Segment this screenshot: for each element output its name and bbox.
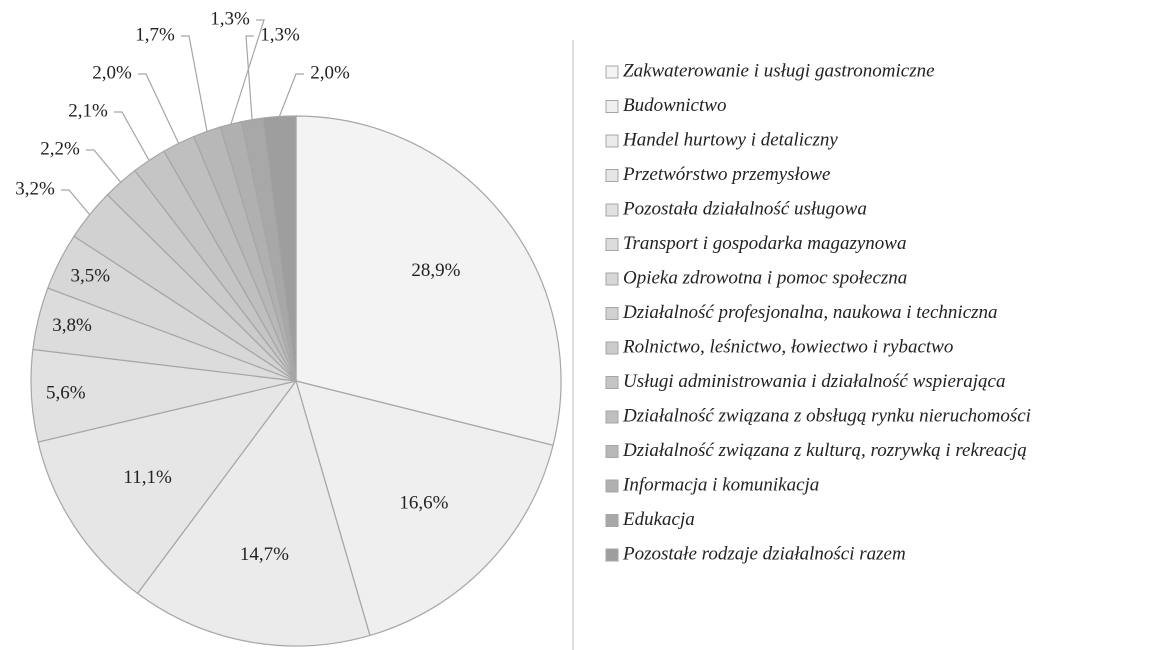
legend-label: Działalność związana z obsługą rynku nie… (622, 405, 1031, 426)
legend-label: Działalność profesjonalna, naukowa i tec… (622, 302, 998, 323)
legend-swatch (605, 410, 619, 424)
data-label: 16,6% (399, 493, 448, 514)
legend-swatch (605, 548, 619, 562)
legend-swatch (605, 65, 619, 79)
data-label: 14,7% (240, 544, 289, 565)
data-label: 11,1% (123, 467, 172, 488)
legend-swatch (605, 341, 619, 355)
pie-slice (37, 380, 298, 595)
pie-slice (136, 379, 371, 647)
legend-swatch (605, 238, 619, 251)
data-label: 1,3% (260, 24, 300, 45)
leader-line (278, 73, 304, 117)
legend-swatch (605, 203, 619, 217)
leader-line (245, 35, 254, 120)
data-label: 3,5% (70, 265, 110, 286)
legend-swatch (605, 514, 619, 527)
legend-swatch (605, 376, 619, 389)
legend-label: Zakwaterowanie i usługi gastronomiczne (623, 60, 935, 81)
legend-label: Rolnictwo, leśnictwo, łowiectwo i rybact… (622, 336, 953, 357)
leader-line (114, 111, 150, 161)
pie-slice (295, 380, 554, 637)
legend-label: Transport i gospodarka magazynowa (623, 233, 906, 254)
legend-swatch (605, 272, 619, 286)
data-label: 5,6% (46, 382, 86, 403)
pie-slice (295, 115, 562, 447)
data-label: 3,2% (15, 178, 55, 199)
legend-label: Usługi administrowania i działalność wsp… (623, 371, 1006, 392)
legend-swatch (605, 169, 619, 182)
legend-swatch (605, 307, 619, 320)
data-label: 1,3% (210, 8, 250, 29)
leader-line (230, 19, 265, 125)
legend-label: Budownictwo (623, 95, 726, 116)
data-label: 2,1% (68, 100, 108, 121)
data-label: 3,8% (52, 315, 92, 336)
data-label: 1,7% (135, 24, 175, 45)
pie-slice (262, 115, 297, 382)
legend-swatch (605, 100, 619, 113)
legend-swatch (605, 445, 619, 458)
legend-label: Edukacja (622, 509, 695, 530)
legend-swatch (605, 134, 619, 148)
legend-label: Handel hurtowy i detaliczny (622, 129, 838, 150)
data-label: 2,2% (40, 138, 80, 159)
data-label: 2,0% (310, 62, 350, 83)
legend-label: Pozostałe rodzaje działalności razem (622, 543, 906, 564)
legend-label: Działalność związana z kulturą, rozrywką… (622, 440, 1027, 461)
data-label: 2,0% (92, 62, 132, 83)
data-label: 28,9% (411, 260, 460, 281)
legend-swatch (605, 479, 619, 493)
leader-line (86, 149, 122, 183)
legend-label: Przetwórstwo przemysłowe (622, 164, 830, 185)
legend-label: Opieka zdrowotna i pomoc społeczna (623, 267, 907, 288)
leader-line (181, 35, 208, 132)
leader-line (138, 73, 180, 144)
leader-line (61, 189, 91, 216)
legend-label: Informacja i komunikacja (622, 474, 819, 495)
legend-label: Pozostała działalność usługowa (622, 198, 867, 219)
